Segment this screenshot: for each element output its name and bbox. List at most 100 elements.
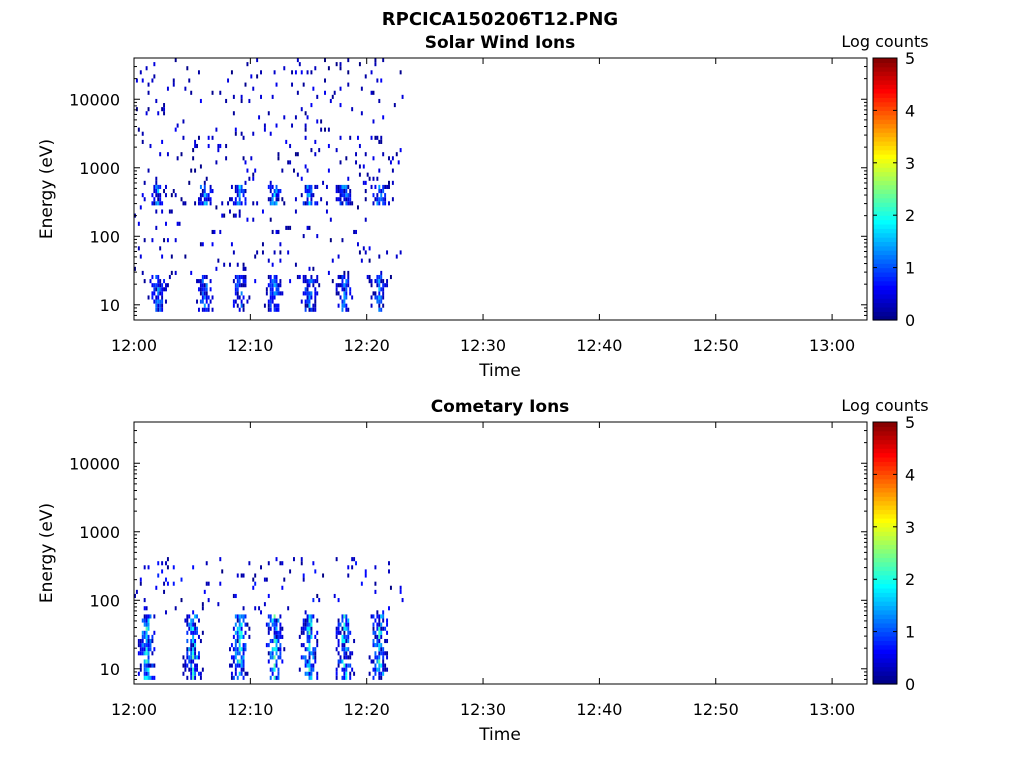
colorbar-segment [873,189,897,194]
colorbar-segment [873,561,897,567]
spectrogram-cell [304,659,307,664]
spectrogram-cell [261,250,264,255]
spectrogram-cell [380,626,383,631]
spectrogram-cell [314,659,317,664]
spectrogram-cell [147,659,150,664]
spectrogram-cell [211,189,214,194]
spectrogram-cell [335,197,338,202]
spectrogram-cell [382,189,385,194]
spectrogram-cell [190,675,193,680]
spectrogram-cell [153,287,156,292]
spectrogram-cell [157,283,160,288]
spectrogram-cell [360,258,363,263]
spectrogram-cell [380,622,383,627]
spectrogram-cell [349,135,352,140]
x-tick-label: 12:20 [344,336,390,355]
spectrogram-cell [304,291,307,296]
spectrogram-cell [182,655,185,660]
colorbar-segment [873,140,897,146]
spectrogram-cell [225,156,228,161]
colorbar-segment [873,570,897,576]
spectrogram-cell [256,250,259,255]
spectrogram-cell [213,229,216,235]
spectrogram-cell [376,176,379,181]
spectrogram-cell [302,291,305,296]
colorbar-segment [873,535,897,541]
spectrogram-cell [312,651,315,656]
spectrogram-cell [194,651,197,656]
spectrogram-cell [248,176,251,181]
spectrogram-cell [273,279,276,284]
spectrogram-cell [248,561,251,566]
spectrogram-cell [341,279,344,284]
spectrogram-cell [199,638,202,644]
spectrogram-cell [238,279,241,284]
spectrogram-cell [337,254,340,259]
spectrogram-cell [368,258,371,263]
spectrogram-cell [207,135,210,140]
colorbar-segment [873,136,897,142]
spectrogram-cell [196,279,198,284]
spectrogram-cell [161,569,164,574]
spectrogram-cell [161,303,164,308]
spectrogram-cell [289,279,292,284]
spectrogram-cell [196,667,198,672]
spectrogram-cell [384,626,387,631]
spectrogram-cell [339,201,342,206]
colorbar-segment [873,579,897,585]
spectrogram-cell [139,581,142,586]
spectrogram-cell [378,651,381,656]
spectrogram-cell [308,295,311,300]
spectrogram-cell [267,622,270,627]
colorbar-segment [873,149,897,155]
spectrogram-cell [347,274,350,280]
spectrogram-cell [285,225,288,230]
spectrogram-cell [374,651,377,656]
spectrogram-cell [201,242,204,247]
spectrogram-cell [347,197,350,202]
spectrogram-cell [184,618,187,623]
colorbar-segment [873,448,897,454]
spectrogram-cell [143,279,146,284]
spectrogram-cell [376,78,379,83]
spectrogram-cell [343,189,346,194]
spectrogram-cell [327,66,330,71]
spectrogram-cell [304,123,307,128]
spectrogram-cell [345,303,348,308]
spectrogram-cell [151,201,154,206]
spectrogram-cell [277,671,280,676]
spectrogram-cell [236,659,239,664]
spectrogram-cell [184,201,187,206]
spectrogram-cell [267,299,270,304]
spectrogram-cell [190,618,193,623]
spectrogram-cell [236,262,239,267]
spectrogram-cell [370,90,373,95]
spectrogram-cell [248,626,251,631]
spectrogram-cell [153,283,156,288]
spectrogram-cell [252,585,255,590]
spectrogram-cell [372,638,375,644]
spectrogram-cell [341,614,344,619]
y-axis-label: Energy (eV) [37,503,57,603]
colorbar-segment [873,197,897,203]
spectrogram-cell [141,634,144,639]
spectrogram-cell [192,630,195,635]
spectrogram-cell [240,274,243,280]
spectrogram-cell [139,643,142,648]
spectrogram-cell [372,291,375,296]
spectrogram-cell [197,618,200,623]
spectrogram-cell [161,283,164,288]
spectrogram-cell [244,160,247,165]
spectrogram-cell [242,663,245,668]
spectrogram-cell [312,279,315,284]
spectrogram-cell [240,299,243,304]
spectrogram-cell [374,667,377,672]
spectrogram-cell [234,630,237,635]
spectrogram-cell [341,189,344,194]
colorbar-frame [872,57,898,321]
spectrogram-cell [256,74,259,79]
spectrogram-cell [380,189,383,194]
spectrogram-cell [258,606,261,611]
spectrogram-cell [279,291,282,296]
spectrogram-cell [380,299,383,304]
